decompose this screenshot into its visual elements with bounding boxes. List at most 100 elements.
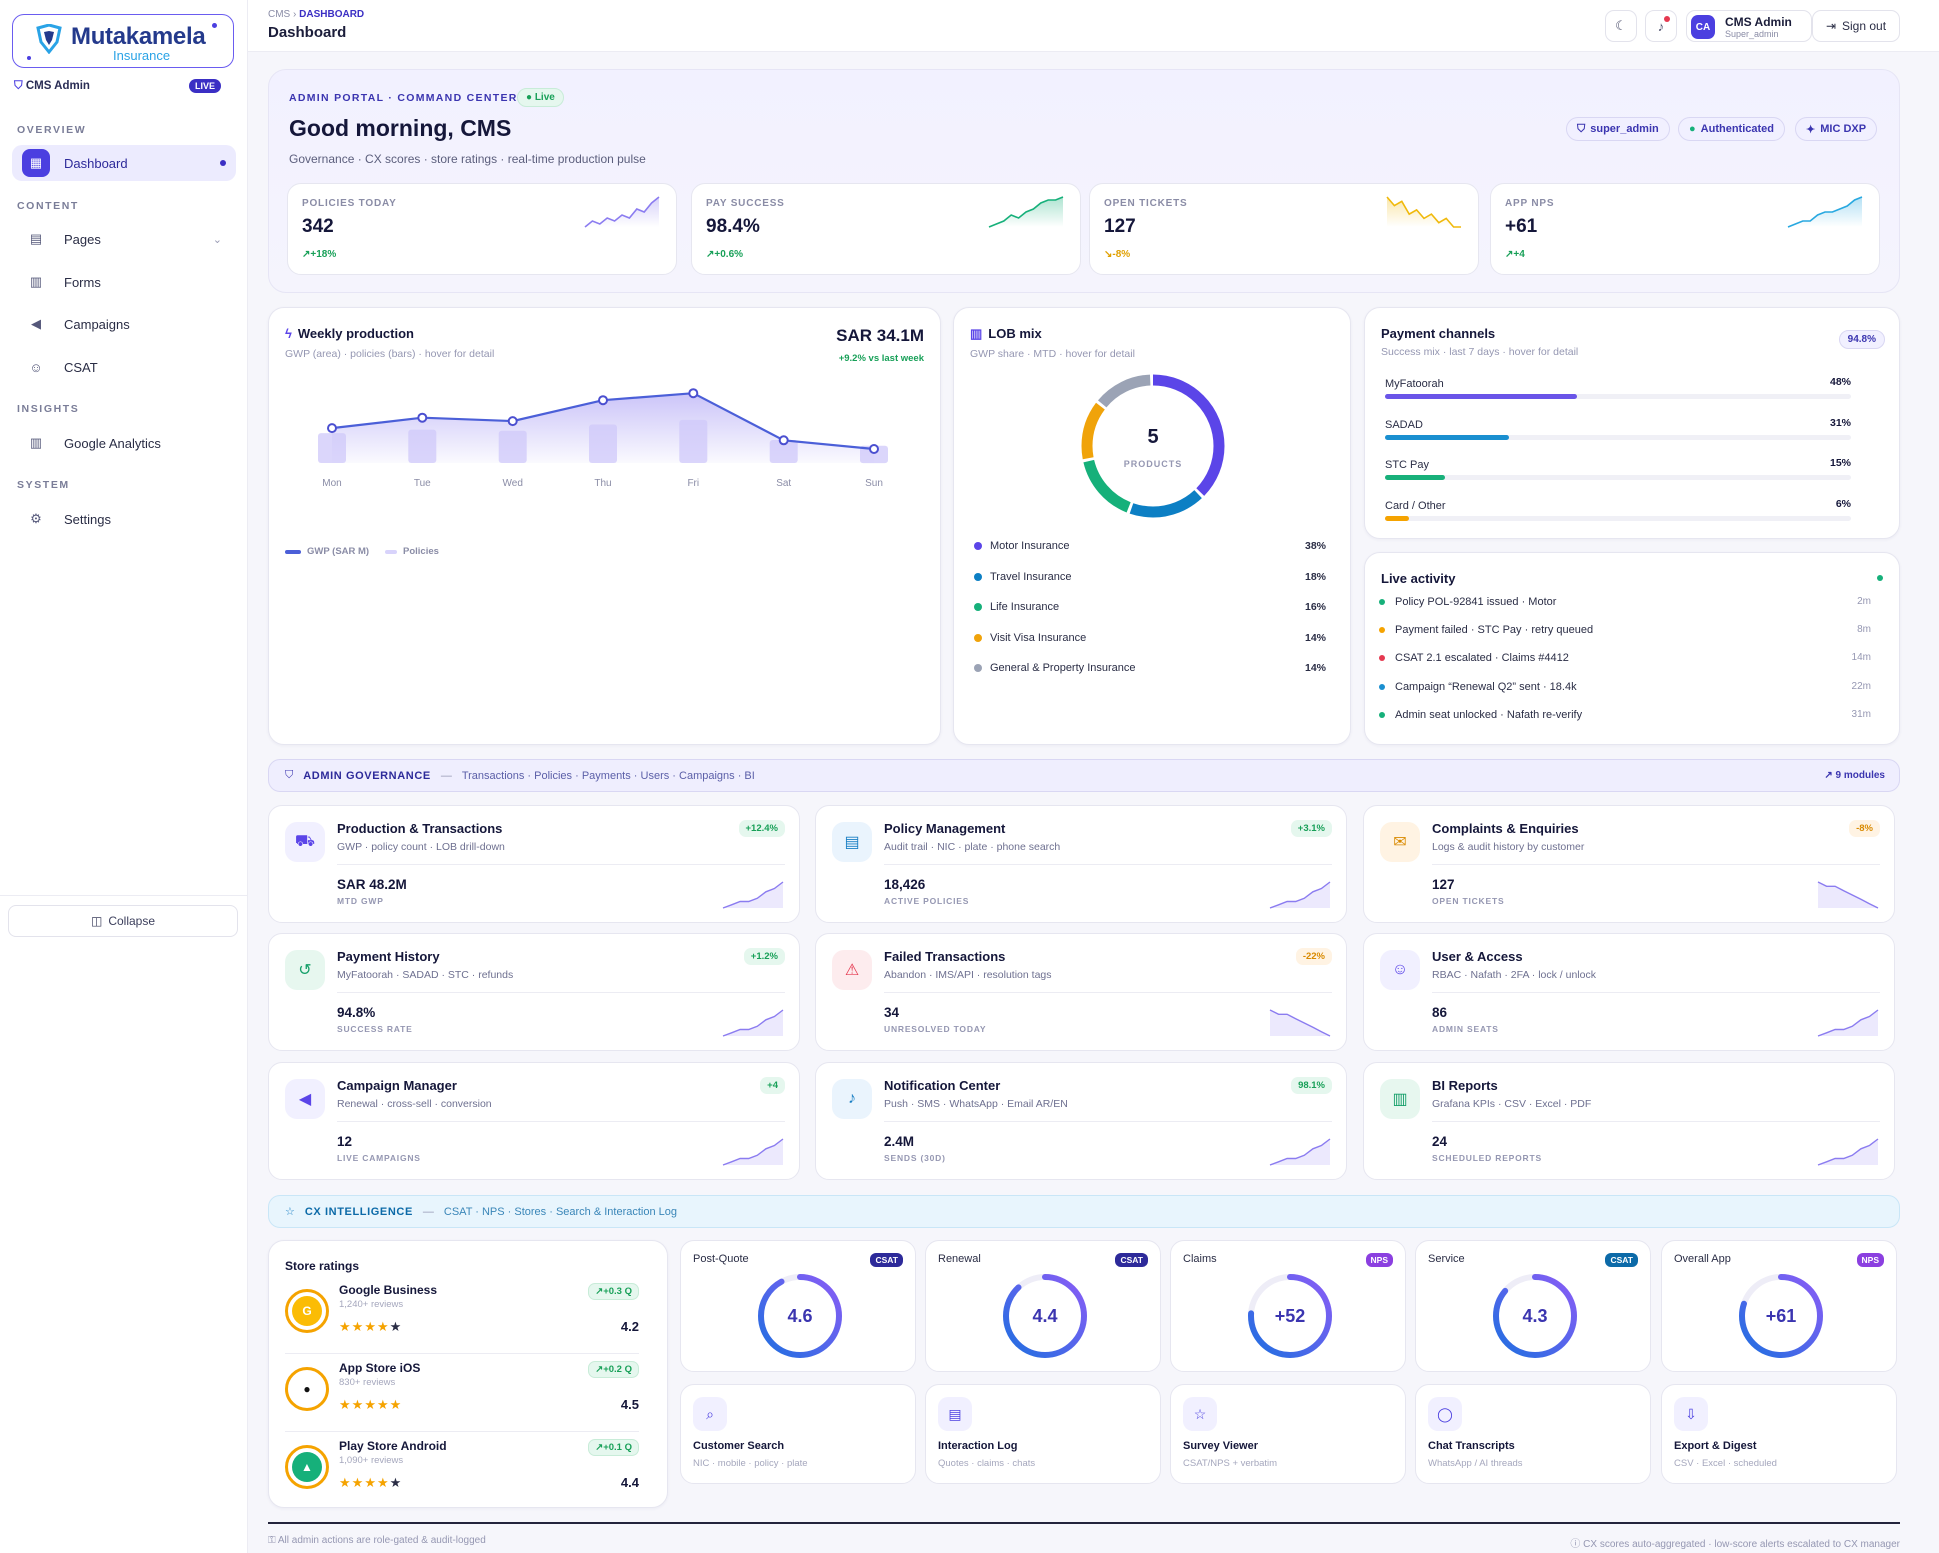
module-card[interactable]: ▥ BI Reports Grafana KPIs · CSV · Excel … <box>1363 1062 1895 1180</box>
policies-bar[interactable] <box>679 419 708 463</box>
collapse-button[interactable]: ◫ Collapse <box>8 905 238 937</box>
chevron-down-icon[interactable]: ⌄ <box>212 233 222 246</box>
module-subtitle: Push · SMS · WhatsApp · Email AR/EN <box>884 1098 1068 1110</box>
legend-item[interactable]: Visit Visa Insurance 14% <box>974 632 1326 644</box>
divider <box>1432 864 1880 865</box>
gauge-value: +61 <box>1765 1305 1797 1326</box>
donut-slice[interactable] <box>1081 374 1225 518</box>
module-card[interactable]: ⚠ Failed Transactions Abandon · IMS/API … <box>815 933 1347 1051</box>
gwp-point[interactable] <box>417 412 428 423</box>
sparkline-line <box>1817 1009 1879 1037</box>
legend-item[interactable]: General & Property Insurance 14% <box>974 662 1326 674</box>
payment-channel-row[interactable]: Card / Other 6% <box>1385 498 1851 521</box>
role-pill[interactable]: ⛉ super_admin <box>1566 117 1670 141</box>
payment-channel-row[interactable]: MyFatoorah 48% <box>1385 376 1851 399</box>
legend-item[interactable]: Motor Insurance 38% <box>974 540 1326 552</box>
auth-pill[interactable]: ● Authenticated <box>1678 117 1785 141</box>
kpi-card[interactable]: POLICIES TODAY 342 ↗+18% <box>287 183 677 275</box>
sidebar-item-pages[interactable]: ▤ Pages ⌄ <box>12 221 236 257</box>
tool-card[interactable]: ⇩ Export & Digest CSV · Excel · schedule… <box>1661 1384 1897 1484</box>
weekly-delta: +9.2% vs last week <box>838 353 924 364</box>
breadcrumb-root[interactable]: CMS <box>268 9 291 20</box>
store-rating-row[interactable]: G Google Business 1,240+ reviews ★★★★★ ↗… <box>285 1283 639 1354</box>
tool-name: Interaction Log <box>938 1440 1018 1452</box>
score-gauge-card[interactable]: Claims NPS +52 <box>1170 1240 1406 1372</box>
module-card[interactable]: ◀ Campaign Manager Renewal · cross-sell … <box>268 1062 800 1180</box>
module-card[interactable]: ♪ Notification Center Push · SMS · Whats… <box>815 1062 1347 1180</box>
gwp-point[interactable] <box>327 423 337 434</box>
trend-up-icon: ↗ <box>706 249 715 260</box>
module-card[interactable]: ✉ Complaints & Enquiries Logs & audit hi… <box>1363 805 1895 923</box>
gwp-point[interactable] <box>507 416 518 427</box>
trend-up-icon: ↗ <box>302 249 311 260</box>
theme-toggle-button[interactable]: ☾ <box>1605 10 1637 42</box>
gwp-point[interactable] <box>598 395 608 406</box>
notifications-button[interactable]: ♪ <box>1645 10 1677 42</box>
module-card[interactable]: ⛟ Production & Transactions GWP · policy… <box>268 805 800 923</box>
score-gauge-card[interactable]: Service CSAT 4.3 <box>1415 1240 1651 1372</box>
activity-item[interactable]: Admin seat unlocked · Nafath re-verify 31… <box>1379 709 1871 721</box>
avatar: CA <box>1691 15 1715 39</box>
weekly-production-card: ϟ Weekly production GWP (area) · policies… <box>268 307 941 745</box>
activity-item[interactable]: CSAT 2.1 escalated · Claims #4412 14m <box>1379 652 1871 664</box>
module-card[interactable]: ▤ Policy Management Audit trail · NIC · … <box>815 805 1347 923</box>
tool-card[interactable]: ▤ Interaction Log Quotes · claims · chat… <box>925 1384 1161 1484</box>
brand-logo[interactable]: Mutakamela Insurance <box>12 14 234 68</box>
gwp-point[interactable] <box>688 388 699 399</box>
lob-donut-chart[interactable] <box>1078 371 1228 521</box>
legend-name: General & Property Insurance <box>990 662 1136 674</box>
policies-bar[interactable] <box>769 440 798 463</box>
gauge-title: Overall App <box>1674 1253 1731 1265</box>
score-gauge-card[interactable]: Overall App NPS +61 <box>1661 1240 1897 1372</box>
megaphone-icon: ◀ <box>31 316 41 331</box>
kpi-card[interactable]: PAY SUCCESS 98.4% ↗+0.6% <box>691 183 1081 275</box>
legend-item[interactable]: Life Insurance 16% <box>974 601 1326 613</box>
rating-ring: G <box>285 1289 329 1333</box>
gwp-point[interactable] <box>869 444 879 454</box>
score-gauge-card[interactable]: Renewal CSAT 4.4 <box>925 1240 1161 1372</box>
google-icon: G <box>292 1296 322 1326</box>
sidebar-item-google-analytics[interactable]: ▥ Google Analytics <box>12 425 236 461</box>
tool-card[interactable]: ☆ Survey Viewer CSAT/NPS + verbatim <box>1170 1384 1406 1484</box>
score-gauge-card[interactable]: Post-Quote CSAT 4.6 <box>680 1240 916 1372</box>
sidebar-item-campaigns[interactable]: ◀ Campaigns <box>12 306 236 342</box>
dash: — <box>422 1205 434 1218</box>
policies-bar[interactable] <box>408 429 437 463</box>
policies-bar[interactable] <box>318 433 346 463</box>
sidebar-item-forms[interactable]: ▥ Forms <box>12 264 236 300</box>
legend-item[interactable]: Travel Insurance 18% <box>974 571 1326 583</box>
sign-out-button[interactable]: ⇥ Sign out <box>1812 10 1900 42</box>
policies-bar[interactable] <box>498 430 527 463</box>
dxp-pill[interactable]: ✦ MIC DXP <box>1795 117 1878 141</box>
donut-slice[interactable] <box>1081 374 1225 518</box>
tool-card[interactable]: ⌕ Customer Search NIC · mobile · policy … <box>680 1384 916 1484</box>
payment-channel-row[interactable]: STC Pay 15% <box>1385 457 1851 480</box>
donut-slice[interactable] <box>1081 374 1225 518</box>
module-count[interactable]: ↗ 9 modules <box>1824 770 1885 781</box>
store-rating-row[interactable]: ● App Store iOS 830+ reviews ★★★★★ ↗+0.2… <box>285 1361 639 1432</box>
card-title: ϟ Weekly production <box>285 326 414 341</box>
weekly-chart[interactable]: Mon Tue Wed Thu Fri Sat Sun <box>269 368 942 493</box>
payment-channel-row[interactable]: SADAD 31% <box>1385 417 1851 440</box>
module-card[interactable]: ↺ Payment History MyFatoorah · SADAD · S… <box>268 933 800 1051</box>
sidebar-item-settings[interactable]: ⚙ Settings <box>12 501 236 537</box>
user-menu[interactable]: CA CMS Admin Super_admin <box>1686 10 1812 42</box>
legend-pct: 38% <box>1304 540 1326 552</box>
activity-item[interactable]: Campaign “Renewal Q2” sent · 18.4k 22m <box>1379 681 1871 693</box>
gwp-point[interactable] <box>778 435 789 446</box>
tool-card[interactable]: ◯ Chat Transcripts WhatsApp / AI threads <box>1415 1384 1651 1484</box>
sidebar-item-csat[interactable]: ☺ CSAT <box>12 349 236 385</box>
policies-bar[interactable] <box>589 424 617 464</box>
activity-item[interactable]: Payment failed · STC Pay · retry queued 8… <box>1379 624 1871 636</box>
kpi-card[interactable]: APP NPS +61 ↗+4 <box>1490 183 1880 275</box>
sidebar-item-dashboard[interactable]: ▦ Dashboard <box>12 145 236 181</box>
governance-section-header: ⛉ ADMIN GOVERNANCE — Transactions · Poli… <box>268 759 1900 792</box>
activity-item[interactable]: Policy POL-92841 issued · Motor 2m <box>1379 596 1871 608</box>
kpi-card[interactable]: OPEN TICKETS 127 ↘-8% <box>1089 183 1479 275</box>
store-rating-row[interactable]: ▲ Play Store Android 1,090+ reviews ★★★★… <box>285 1439 639 1507</box>
module-card[interactable]: ☺ User & Access RBAC · Nafath · 2FA · lo… <box>1363 933 1895 1051</box>
policies-bar[interactable] <box>860 445 888 464</box>
module-sparkline <box>722 1009 784 1037</box>
gauge-value: 4.3 <box>1522 1305 1548 1326</box>
trend-up-icon: ↗ <box>595 1364 604 1375</box>
